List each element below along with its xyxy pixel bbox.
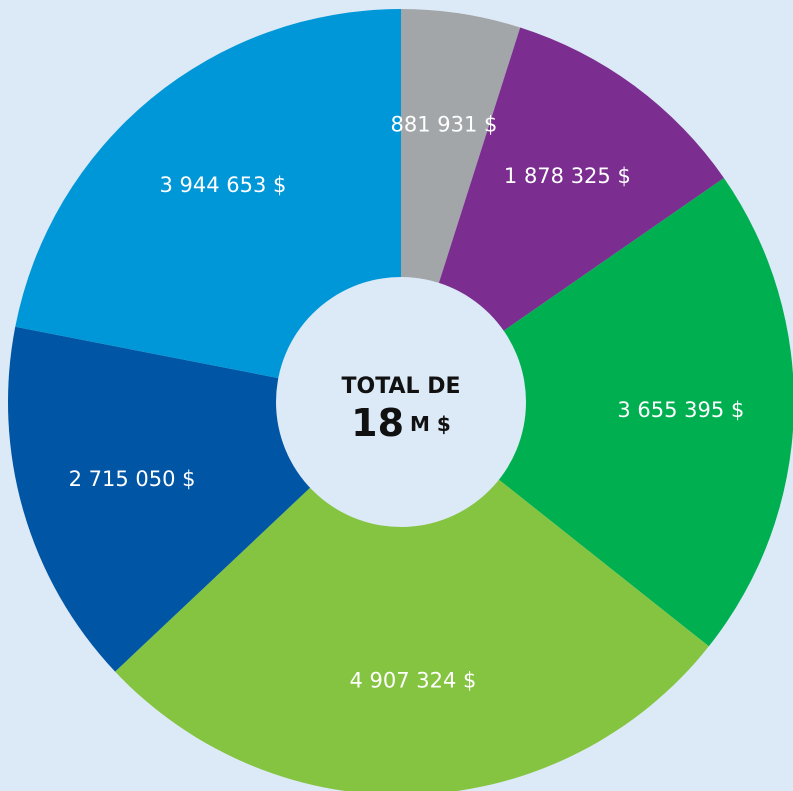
donut-hole [276, 277, 526, 527]
value-label: 881 931 $ [391, 112, 498, 136]
slice [15, 9, 401, 402]
value-label: 2 715 050 $ [69, 467, 196, 491]
value-label: 4 907 324 $ [349, 669, 476, 693]
center-total: 18 M $ [351, 401, 451, 445]
slice [401, 178, 793, 647]
center-title: TOTAL DE [341, 374, 460, 399]
value-label: 3 655 395 $ [617, 398, 744, 422]
slice [115, 402, 709, 791]
center-value: 18 [351, 401, 404, 445]
center-unit: M $ [410, 412, 451, 436]
value-label: 1 878 325 $ [504, 164, 631, 188]
value-label: 3 944 653 $ [159, 173, 286, 197]
